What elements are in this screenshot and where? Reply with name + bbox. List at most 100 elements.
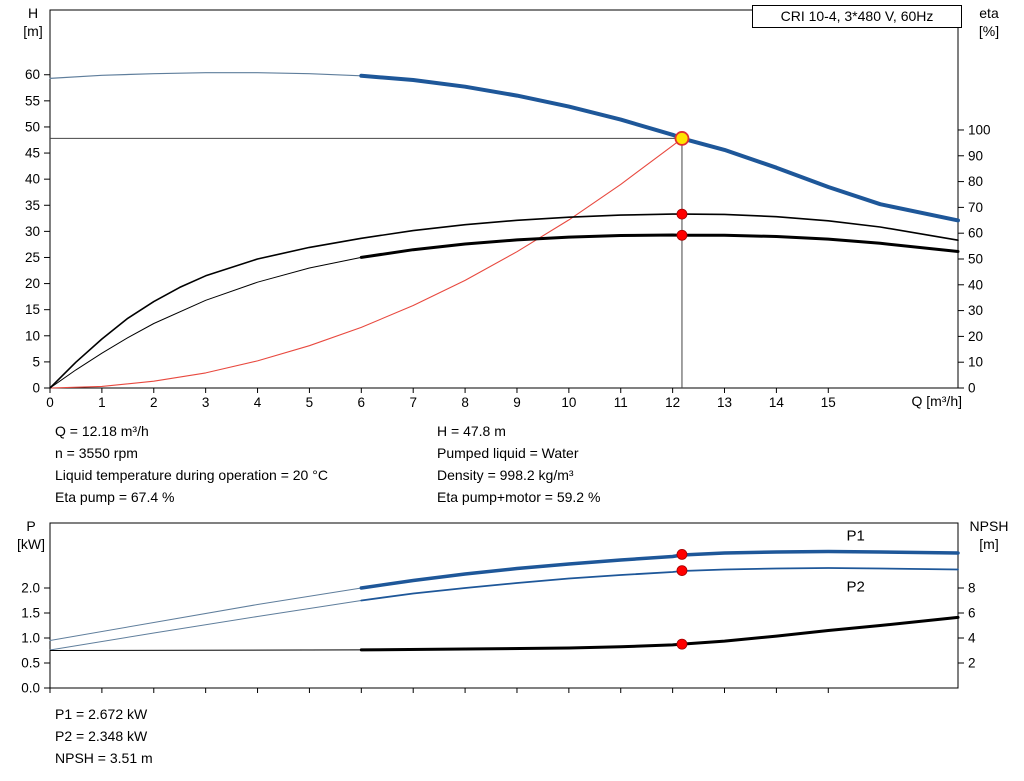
eta-pump-motor-curve xyxy=(359,233,960,259)
eta-pump-curve xyxy=(49,213,959,389)
y-right-tick-label: 50 xyxy=(968,251,983,266)
y-right-tick-label: 0 xyxy=(968,381,976,396)
y-right-tick-label: 2 xyxy=(968,656,976,671)
y-right-tick-label: 100 xyxy=(968,122,991,137)
y-left-tick-label: 50 xyxy=(25,119,40,134)
pump-model-label: CRI 10-4, 3*480 V, 60Hz xyxy=(780,8,934,24)
x-tick-label: 6 xyxy=(358,395,366,410)
y-left-tick-label: 60 xyxy=(25,67,40,82)
head-curve-low-flow xyxy=(49,72,362,80)
y-left-tick-label: 5 xyxy=(32,354,40,369)
eta-pump-marker xyxy=(676,208,688,220)
y-right-tick-label: 4 xyxy=(968,631,976,646)
info-line-eta-total: Eta pump+motor = 59.2 % xyxy=(437,489,601,505)
power-axis-title: P [kW] xyxy=(10,517,52,553)
x-tick-label: 3 xyxy=(202,395,210,410)
p2-marker xyxy=(676,565,688,576)
axis-title-line: H xyxy=(27,5,39,21)
pump-model-box: CRI 10-4, 3*480 V, 60Hz xyxy=(752,5,962,28)
head-axis-title: H [m] xyxy=(14,4,52,40)
info-line-eta-pump: Eta pump = 67.4 % xyxy=(55,489,175,505)
y-right-tick-label: 20 xyxy=(968,329,983,344)
x-tick-label: 13 xyxy=(717,395,732,410)
x-tick-label: 9 xyxy=(513,395,521,410)
x-tick-label: 0 xyxy=(46,395,54,410)
axis-title-line: [m] xyxy=(23,23,43,39)
y-right-tick-label: 8 xyxy=(968,581,976,596)
x-tick-label: 2 xyxy=(150,395,158,410)
eta-pump-motor-marker xyxy=(676,229,688,241)
p1-curve xyxy=(359,549,960,590)
y-left-tick-label: 0.0 xyxy=(21,681,40,696)
y-right-tick-label: 40 xyxy=(968,277,983,292)
axis-title-line: [%] xyxy=(978,23,1000,39)
x-tick-label: 4 xyxy=(254,395,262,410)
info-line-q: Q = 12.18 m³/h xyxy=(55,423,149,439)
x-tick-label: 1 xyxy=(98,395,106,410)
y-left-tick-label: 40 xyxy=(25,172,40,187)
p2-curve-low-flow xyxy=(49,600,362,651)
p1-marker xyxy=(676,549,688,560)
y-left-tick-label: 2.0 xyxy=(21,581,40,596)
info-line-head: H = 47.8 m xyxy=(437,423,506,439)
y-left-tick-label: 1.0 xyxy=(21,631,40,646)
power-info: P1 = 2.672 kW P2 = 2.348 kW NPSH = 3.51 … xyxy=(55,703,153,769)
info-line-temperature: Liquid temperature during operation = 20… xyxy=(55,467,328,483)
y-left-tick-label: 35 xyxy=(25,198,40,213)
axis-title-line: P xyxy=(26,518,36,534)
x-tick-label: 10 xyxy=(561,395,576,410)
y-left-tick-label: 10 xyxy=(25,328,40,343)
y-left-tick-label: 0 xyxy=(32,381,40,396)
info-line-p2: P2 = 2.348 kW xyxy=(55,728,148,744)
flow-axis-title: Q [m³/h] xyxy=(911,393,962,409)
y-right-tick-label: 80 xyxy=(968,174,983,189)
duty-info-right: H = 47.8 m Pumped liquid = Water Density… xyxy=(437,420,600,508)
info-line-p1: P1 = 2.672 kW xyxy=(55,706,148,722)
x-tick-label: 15 xyxy=(821,395,836,410)
y-right-tick-label: 30 xyxy=(968,303,983,318)
y-right-tick-label: 60 xyxy=(968,226,983,241)
y-left-tick-label: 1.5 xyxy=(21,606,40,621)
y-left-tick-label: 20 xyxy=(25,276,40,291)
y-left-tick-label: 55 xyxy=(25,93,40,108)
head-efficiency-chart: 0 1 2 3 4 5 6 7 8 9 10 11 12 13 14 15051015202530354045… xyxy=(25,9,991,410)
y-right-tick-label: 70 xyxy=(968,200,983,215)
axis-title-line: NPSH xyxy=(969,518,1009,534)
y-right-tick-label: 6 xyxy=(968,606,976,621)
axis-title-line: eta xyxy=(979,5,999,21)
x-tick-label: 12 xyxy=(665,395,680,410)
y-left-tick-label: 15 xyxy=(25,302,40,317)
x-tick-label: 5 xyxy=(306,395,314,410)
info-line-speed: n = 3550 rpm xyxy=(55,445,138,461)
info-line-liquid: Pumped liquid = Water xyxy=(437,445,579,461)
x-tick-label: 8 xyxy=(461,395,469,410)
system-curve xyxy=(49,137,683,389)
y-left-tick-label: 30 xyxy=(25,224,40,239)
x-tick-label: 11 xyxy=(614,395,628,410)
y-right-tick-label: 90 xyxy=(968,148,983,163)
x-tick-label: 14 xyxy=(769,395,785,410)
y-left-tick-label: 25 xyxy=(25,250,40,265)
head-efficiency-chart-border xyxy=(49,9,959,389)
npsh-marker xyxy=(676,638,688,650)
eta-pump-motor-curve-low-flow xyxy=(49,256,362,389)
info-line-npsh: NPSH = 3.51 m xyxy=(55,750,153,766)
npsh-curve-low-flow xyxy=(49,649,362,651)
y-left-tick-label: 0.5 xyxy=(21,656,40,671)
axis-title-line: [m] xyxy=(979,536,999,552)
p1-curve-low-flow xyxy=(49,587,362,641)
head-curve xyxy=(359,73,960,223)
info-line-density: Density = 998.2 kg/m³ xyxy=(437,467,574,483)
y-right-tick-label: 10 xyxy=(968,355,983,370)
x-tick-label: 7 xyxy=(409,395,417,410)
p1-curve-label: P1 xyxy=(846,528,864,545)
power-npsh-chart: 0.0 0.5 1.0 1.5 2.0 2 4 6 8 P1 P2 xyxy=(21,522,976,696)
duty-info-left: Q = 12.18 m³/h n = 3550 rpm Liquid tempe… xyxy=(55,420,328,508)
npsh-axis-title: NPSH [m] xyxy=(960,517,1018,553)
npsh-curve xyxy=(359,615,960,652)
p2-curve-label: P2 xyxy=(846,579,864,596)
eta-axis-title: eta [%] xyxy=(964,4,1014,40)
duty-point-marker xyxy=(674,131,690,146)
